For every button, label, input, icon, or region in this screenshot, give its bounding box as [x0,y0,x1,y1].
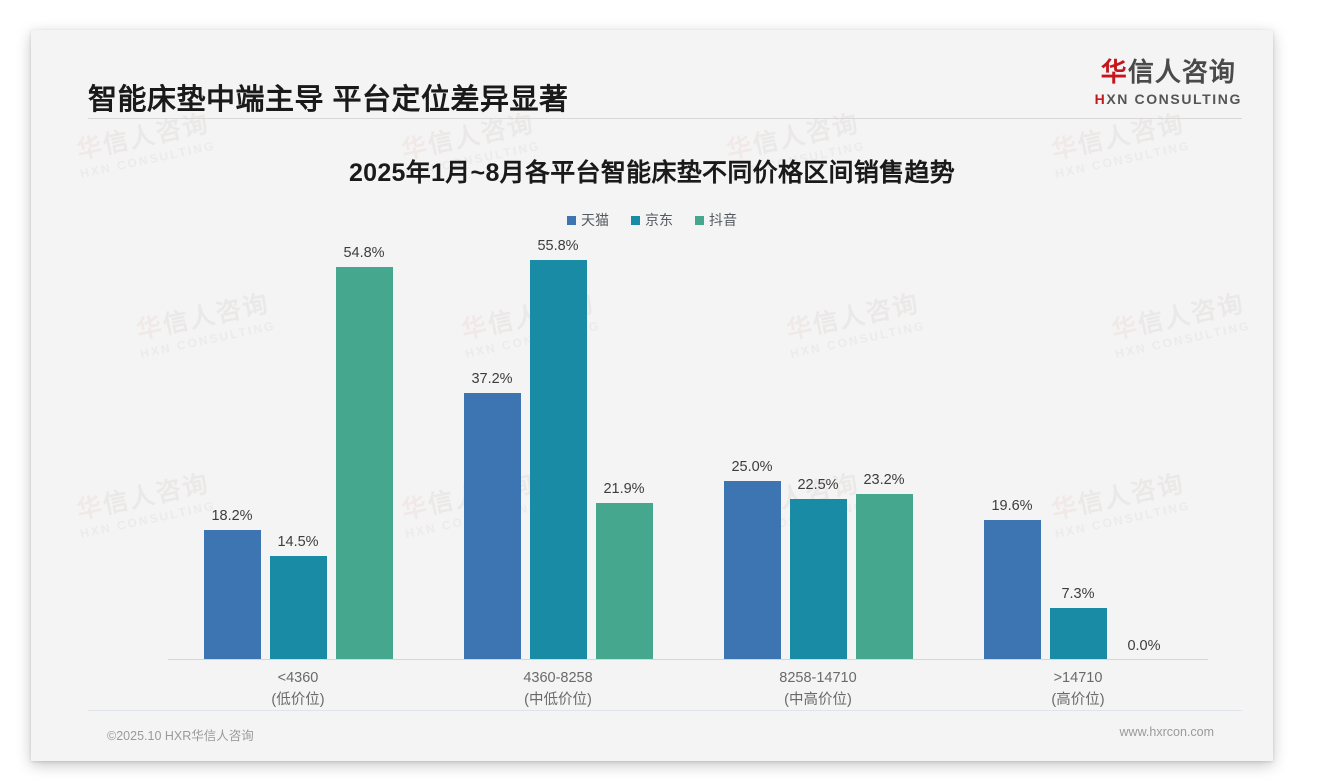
legend-swatch-icon [631,215,640,225]
bar-slot: 23.2% [855,230,913,660]
legend-item-1[interactable]: 京东 [631,210,673,230]
bar-slot: 22.5% [789,230,847,660]
bar-value-label: 21.9% [603,481,645,498]
bar-value-label: 19.6% [991,497,1033,514]
x-axis-label-range: 4360-8258 [523,670,593,686]
x-axis-label: 4360-8258 (中低价位) [428,668,688,712]
chart-title: 2025年1月~8月各平台智能床垫不同价格区间销售趋势 [348,159,956,187]
brand-logo-en: HXN CONSULTING [1095,91,1242,107]
bar-rect[interactable] [723,480,781,660]
x-axis-label-range: 8258-14710 [779,670,857,686]
bar-group: 19.6% 7.3% 0.0% [948,230,1208,660]
x-axis-label-tier: (中高价位) [784,691,852,708]
bar-group: 18.2% 14.5% 54.8% [168,230,428,660]
bar-value-label: 23.2% [863,471,905,488]
brand-logo: 华信人咨询 HXN CONSULTING [1095,57,1242,107]
footer-website[interactable]: www.hxrcon.com [1119,725,1214,739]
x-axis-labels: <4360 (低价位) 4360-8258 (中低价位) 8258-14710 (中高价位… [168,668,1208,712]
x-axis-label: 8258-14710 (中高价位) [688,668,948,712]
legend-swatch-icon [567,215,576,225]
brand-logo-cn-rest: 信人咨询 [1127,57,1236,87]
brand-logo-cn: 华信人咨询 [1095,57,1242,87]
bar-rect[interactable] [463,393,521,660]
slide-card: 华信人咨询 HXN CONSULTING 华信人咨询 HXN CONSULTING 华信… [31,30,1273,761]
header-divider [88,118,1242,119]
x-axis-label-tier: (高价位) [1051,691,1105,708]
page-title: 智能床垫中端主导 平台定位差异显著 [88,84,569,116]
bar-rect[interactable] [595,503,653,660]
legend-label: 抖音 [709,212,737,228]
x-axis-label: >14710 (高价位) [948,668,1208,712]
bar-rect[interactable] [983,519,1041,660]
bar-slot: 19.6% [983,230,1041,660]
legend-item-0[interactable]: 天猫 [567,210,609,230]
legend-item-2[interactable]: 抖音 [695,210,737,230]
chart-bar-groups: 18.2% 14.5% 54.8% 37.2% 55.8% 21.9% 25.0% 22.5%… [168,230,1208,660]
bar-slot: 0.0% [1116,230,1173,660]
footer-divider [88,710,1242,711]
bar-rect[interactable] [203,529,261,660]
brand-logo-en-accent: H [1094,91,1107,108]
bar-value-label: 55.8% [537,238,579,255]
bar-slot: 25.0% [723,230,781,660]
bar-slot: 37.2% [463,230,521,660]
bar-rect[interactable] [335,267,393,660]
brand-logo-cn-accent: 华 [1100,57,1128,87]
x-axis-label-range: <4360 [277,670,319,686]
bar-value-label: 7.3% [1061,585,1095,602]
chart-legend: 天猫 京东 抖音 [31,210,1273,230]
x-axis-line [168,659,1208,660]
bar-slot: 18.2% [203,230,261,660]
bar-value-label: 22.5% [797,476,839,493]
bar-slot: 54.8% [335,230,393,660]
bar-rect[interactable] [529,260,587,660]
slide-header: 智能床垫中端主导 平台定位差异显著 华信人咨询 HXN CONSULTING [31,30,1273,120]
bar-slot: 7.3% [1049,230,1107,660]
x-axis-label-range: >14710 [1053,670,1103,686]
x-axis-label-tier: (中低价位) [524,691,592,708]
bar-rect[interactable] [855,493,913,660]
bar-value-label: 0.0% [1127,638,1161,654]
bar-slot: 14.5% [269,230,327,660]
bar-value-label: 37.2% [471,371,513,388]
chart-block: 2025年1月~8月各平台智能床垫不同价格区间销售趋势 天猫 京东 抖音 18.2%… [31,120,1273,710]
bar-rect[interactable] [269,556,327,660]
bar-rect[interactable] [789,498,847,660]
bar-slot: 21.9% [595,230,653,660]
chart-plot-area: 18.2% 14.5% 54.8% 37.2% 55.8% 21.9% 25.0% 22.5%… [168,230,1208,660]
x-axis-label: <4360 (低价位) [168,668,428,712]
legend-label: 京东 [645,212,673,228]
brand-logo-en-rest: XN CONSULTING [1106,91,1242,108]
bar-slot: 55.8% [529,230,587,660]
slide-footer: ©2025.10 HXR华信人咨询 www.hxrcon.com [31,710,1273,761]
bar-group: 37.2% 55.8% 21.9% [428,230,688,660]
bar-group: 25.0% 22.5% 23.2% [688,230,948,660]
bar-value-label: 54.8% [343,245,385,262]
bar-value-label: 18.2% [211,507,253,524]
bar-rect[interactable] [1049,607,1107,660]
legend-label: 天猫 [581,212,609,228]
x-axis-label-tier: (低价位) [271,691,325,708]
bar-value-label: 14.5% [277,534,319,551]
legend-swatch-icon [695,215,704,225]
footer-copyright: ©2025.10 HXR华信人咨询 [107,729,254,743]
bar-value-label: 25.0% [731,458,773,475]
